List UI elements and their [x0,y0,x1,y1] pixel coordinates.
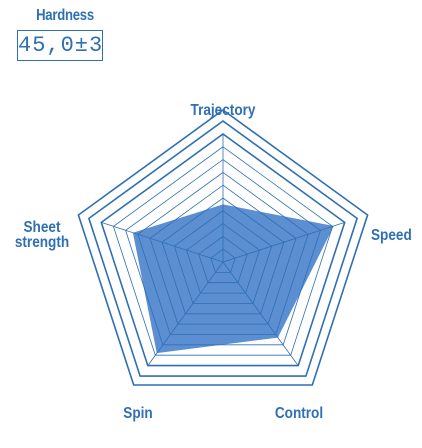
axis-label-trajectory: Trajectory [191,102,257,119]
axis-label-line: Trajectory [191,102,257,119]
grid-ring-4 [173,210,273,304]
axis-spoke-spin [147,261,224,366]
outer-frame-1 [77,109,369,386]
grid-ring-9 [112,146,334,356]
grid-ring-3 [186,223,260,294]
grid-ring-6 [149,184,297,325]
grid-rings-group [100,133,346,367]
axis-label-line: Control [275,405,323,422]
axis-label-spin: Spin [123,405,152,422]
grid-ring-1 [210,248,236,273]
axis-label-line: Speed [371,227,412,244]
grid-ring-7 [137,171,309,335]
axis-labels-group: Trajectory Speed Control Spin Sheet strength [15,102,412,422]
axis-label-control: Control [275,405,323,422]
axis-label-line: Sheet [24,219,61,236]
chart-outer-frame [77,109,369,386]
axis-spoke-speed [222,222,345,263]
grid-ring-8 [125,159,321,346]
outer-frame-2 [87,120,359,377]
axis-label-line: strength [15,234,69,251]
axis-label-line: Spin [123,405,152,422]
axis-label-speed: Speed [371,227,412,244]
grid-ring-10 [100,133,346,367]
grid-ring-2 [198,235,248,284]
axis-label-sheet-strength: Sheet strength [15,219,69,251]
hardness-value: 45,0±3 [18,33,104,58]
hardness-box: 45,0±3 [17,30,103,61]
axis-spoke-sheet-strength [101,222,224,263]
axes-group [101,134,345,366]
grid-ring-5 [161,197,285,315]
axis-spoke-control [222,261,299,366]
hardness-label: Hardness [36,7,94,24]
